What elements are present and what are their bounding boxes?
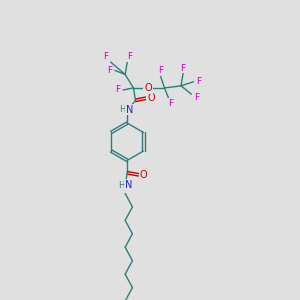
Text: F: F xyxy=(196,77,201,86)
Text: F: F xyxy=(194,93,199,102)
Text: O: O xyxy=(144,83,152,93)
Text: N: N xyxy=(124,180,132,190)
Text: H: H xyxy=(119,105,125,114)
Text: F: F xyxy=(107,66,112,75)
Text: F: F xyxy=(127,52,132,62)
Text: N: N xyxy=(126,105,133,115)
Text: F: F xyxy=(116,85,121,94)
Text: F: F xyxy=(158,66,163,75)
Text: H: H xyxy=(118,181,124,190)
Text: F: F xyxy=(103,52,108,62)
Text: F: F xyxy=(181,64,186,73)
Text: O: O xyxy=(147,93,155,103)
Text: F: F xyxy=(168,99,173,108)
Text: O: O xyxy=(140,170,148,180)
